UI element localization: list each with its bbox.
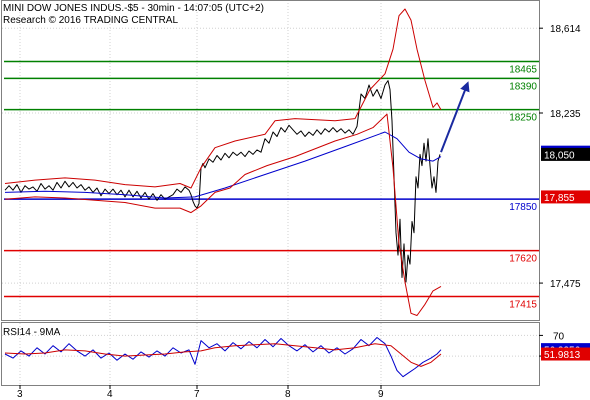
level-label: 18250 <box>509 113 537 124</box>
forecast-arrow-layer <box>440 81 470 153</box>
price-series-line <box>4 8 442 189</box>
x-tick-label: 8 <box>285 389 291 400</box>
level-label: 17415 <box>509 300 537 311</box>
price-tag-label: 51.9813 <box>544 350 581 361</box>
level-label: 18465 <box>509 65 537 76</box>
price-panel-frame <box>1 0 540 321</box>
x-tick-label: 3 <box>17 389 23 400</box>
price-series-group <box>4 8 442 316</box>
price-series-line <box>4 131 442 199</box>
y-tick-label: 17,475 <box>550 279 581 290</box>
support-resistance-levels: 18465 18390 18250 17850 17620 17415 <box>4 60 539 311</box>
price-tag-box <box>541 147 590 161</box>
rsi-panel-frame <box>1 322 540 386</box>
price-tag-label: 18,050 <box>544 150 575 161</box>
rsi-series-group <box>4 337 442 378</box>
y-tick-label: 18,614 <box>550 24 581 35</box>
x-tick-label: 9 <box>378 389 384 400</box>
chart-title: MINI DOW JONES INDUS.-$5 - 30min - 14:07… <box>3 3 264 14</box>
level-label: 17850 <box>509 202 537 213</box>
rsi-tick-label: 70 <box>553 331 565 342</box>
price-tag-box <box>541 190 590 204</box>
y-tick-label: 18,235 <box>550 109 581 120</box>
forecast-arrow <box>440 81 470 153</box>
level-label: 17620 <box>509 254 537 265</box>
level-label: 18390 <box>509 81 537 92</box>
price-series-line <box>4 113 442 316</box>
x-tick-label: 4 <box>107 389 113 400</box>
indicator-title: RSI14 - 9MA <box>3 327 61 338</box>
price-tag-label: 17,855 <box>544 193 575 204</box>
rsi-series-line <box>4 343 442 367</box>
x-tick-label: 7 <box>194 389 200 400</box>
chart-grid <box>2 0 539 385</box>
price-series-line <box>4 80 441 283</box>
chart-copyright: Research © 2016 TRADING CENTRAL <box>3 15 178 26</box>
price-tag-box <box>541 347 590 361</box>
